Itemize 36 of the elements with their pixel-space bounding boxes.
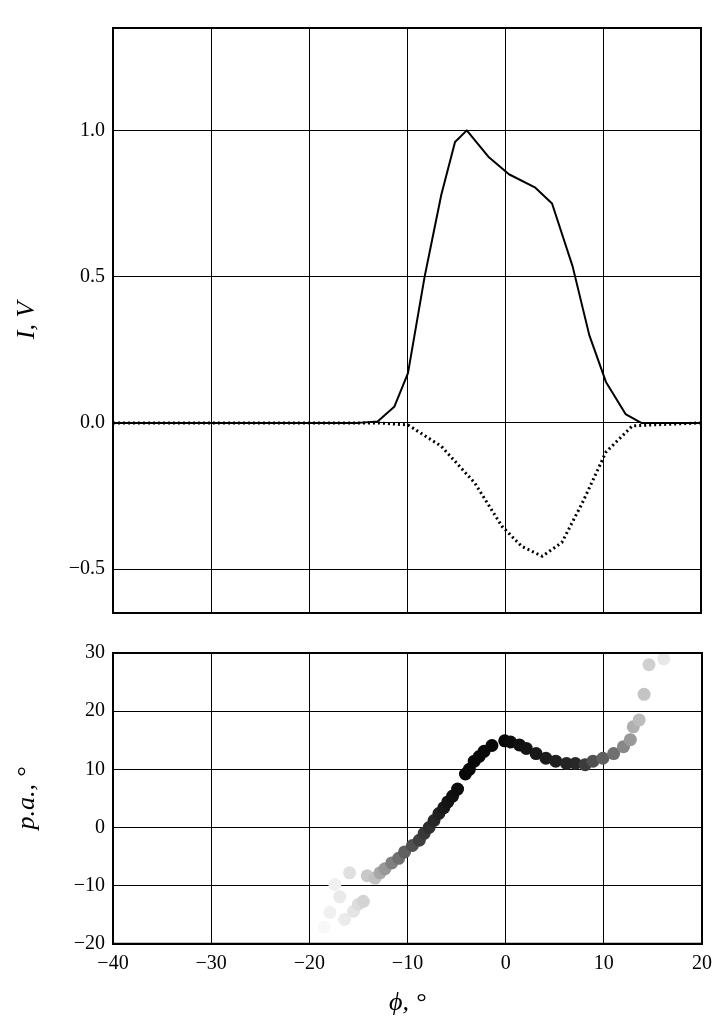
x-tick-label: 10 xyxy=(593,951,614,974)
point xyxy=(529,747,543,761)
y-tick-label: 0.5 xyxy=(80,263,105,286)
point xyxy=(637,687,651,701)
y-tick-label: −20 xyxy=(73,931,105,954)
point xyxy=(642,658,656,672)
y-tick-label: −0.5 xyxy=(68,556,105,579)
point xyxy=(657,653,671,666)
point xyxy=(338,912,352,926)
y-axis-title: p.a., ° xyxy=(11,767,41,832)
x-tick-label: 0 xyxy=(500,951,511,974)
x-tick-label: −30 xyxy=(195,951,227,974)
x-tick-label: −40 xyxy=(97,951,129,974)
point xyxy=(623,733,637,747)
y-tick-label: 20 xyxy=(85,698,105,721)
point xyxy=(632,713,646,727)
point xyxy=(519,741,533,755)
y-axis-title: I, V xyxy=(11,298,41,341)
point xyxy=(549,754,563,768)
point xyxy=(607,747,621,761)
x-tick-label: 20 xyxy=(692,951,712,974)
y-tick-label: 1.0 xyxy=(80,117,105,140)
point xyxy=(485,738,499,752)
point xyxy=(596,751,610,765)
x-axis-title: ϕ, ° xyxy=(389,987,426,1017)
point xyxy=(451,782,465,796)
point xyxy=(343,866,357,880)
y-tick-label: 30 xyxy=(85,640,105,663)
y-tick-label: 0 xyxy=(95,814,105,837)
x-tick-label: −10 xyxy=(391,951,424,974)
y-tick-label: −10 xyxy=(73,872,105,895)
y-tick-label: 10 xyxy=(85,756,105,779)
point xyxy=(356,894,370,908)
point xyxy=(328,877,342,891)
y-tick-label: 0.0 xyxy=(80,410,105,433)
x-tick-label: −20 xyxy=(293,951,325,974)
